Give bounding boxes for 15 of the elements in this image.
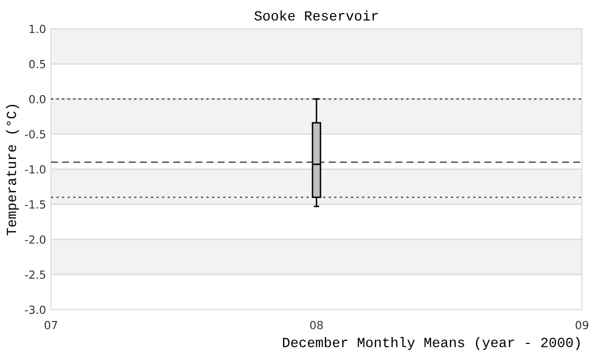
x-tick-label: 09 [576, 320, 588, 330]
y-tick-label: -3.0 [25, 306, 46, 314]
x-tick-label: 07 [44, 320, 58, 330]
chart-title: Sooke Reservoir [254, 10, 378, 21]
y-tick-label: -0.5 [25, 130, 46, 138]
y-tick-label: -1.0 [25, 165, 46, 174]
y-tick-label: -2.0 [25, 235, 46, 244]
x-tick-label: 08 [310, 320, 323, 330]
y-tick-label: -2.5 [25, 270, 46, 279]
y-tick-label: 0.0 [29, 94, 46, 104]
y-axis-title: Temperature (°C) [6, 104, 19, 236]
y-tick-label: 1.0 [30, 24, 46, 34]
y-tick-label: -1.5 [25, 200, 46, 209]
x-axis-title: December Monthly Means (year - 2000) [283, 337, 580, 350]
y-tick-label: 0.5 [29, 60, 46, 68]
